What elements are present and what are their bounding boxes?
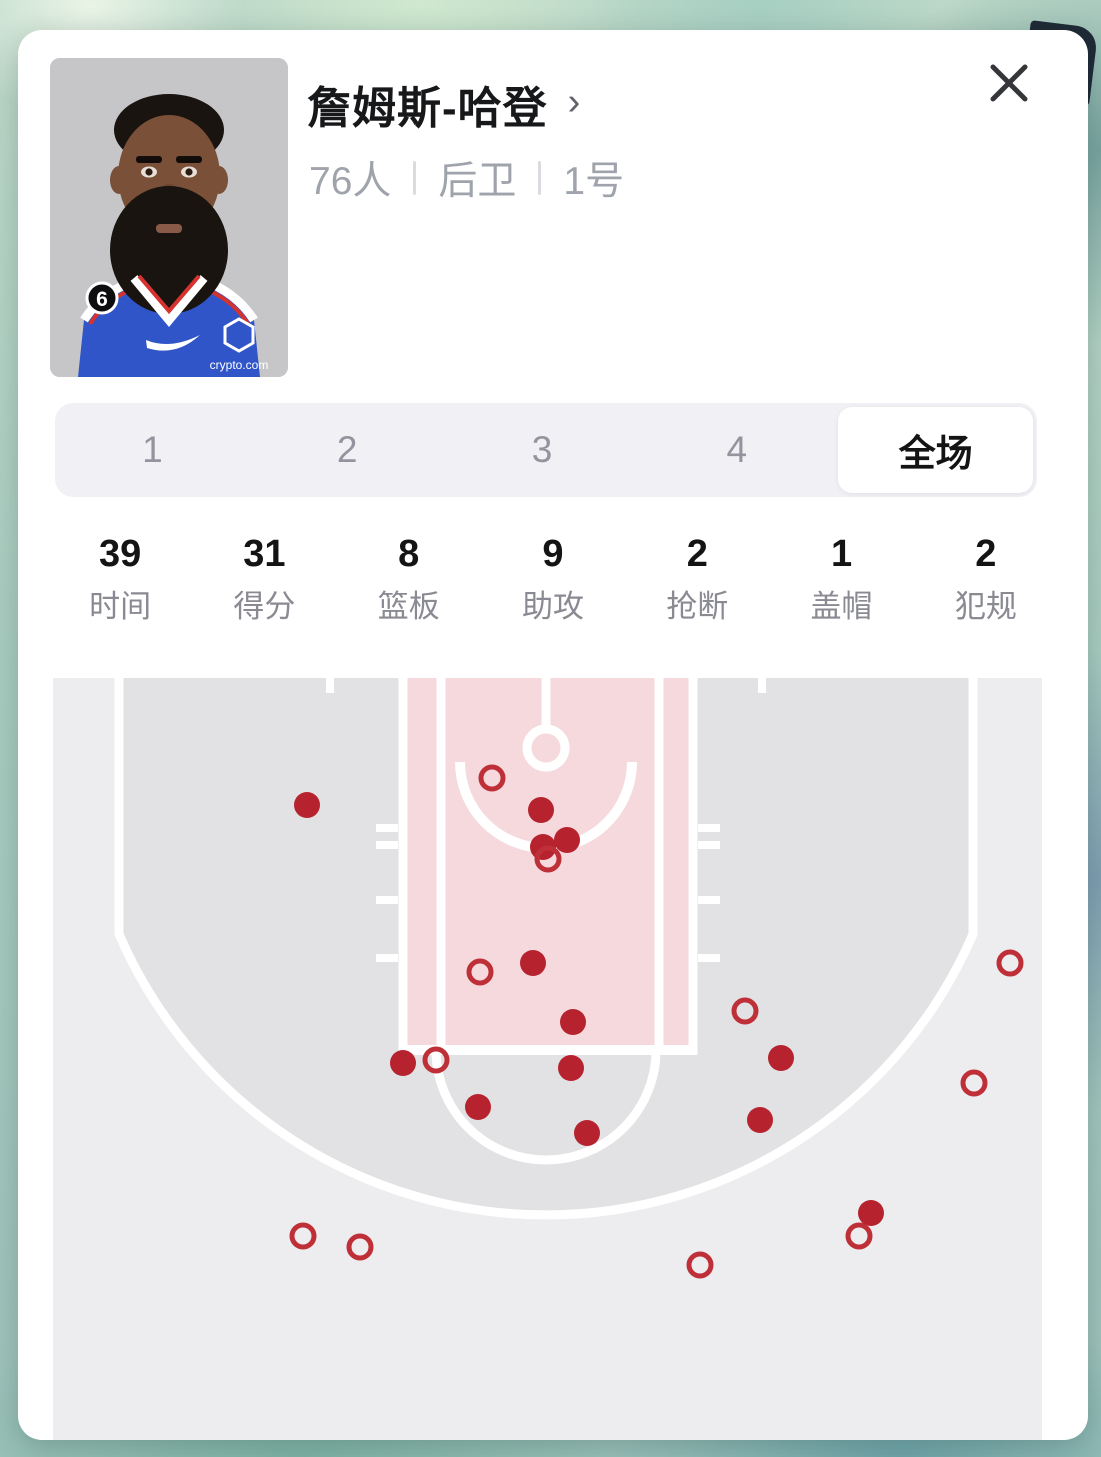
- stat-value: 2: [975, 533, 997, 575]
- lane-hash-marks: [376, 824, 720, 962]
- stat-item: 9 助攻: [481, 535, 625, 622]
- free-throw-circle: [431, 1049, 661, 1165]
- stat-item: 8 篮板: [337, 535, 481, 622]
- lane-lines: [398, 678, 698, 1054]
- stat-label: 犯规: [954, 589, 1017, 624]
- tab-q4[interactable]: 4: [726, 429, 748, 470]
- divider: [538, 161, 542, 195]
- stat-value: 31: [243, 533, 286, 575]
- stat-label: 得分: [233, 589, 296, 624]
- made-shot-marker: [554, 827, 580, 853]
- made-shot-marker: [858, 1200, 884, 1226]
- shot-chart: [18, 678, 1088, 1440]
- missed-shot-marker: [478, 764, 506, 792]
- made-shot-marker: [528, 797, 554, 823]
- missed-shot-marker: [422, 1046, 450, 1074]
- stat-item: 2 抢断: [625, 535, 769, 622]
- halfcourt-graphic: [53, 678, 1042, 1440]
- made-shot-marker: [294, 792, 320, 818]
- stat-value: 8: [398, 533, 420, 575]
- stat-item: 1 盖帽: [769, 535, 913, 622]
- player-info-row: 76人 后卫 1号: [309, 150, 624, 206]
- stat-label: 盖帽: [810, 589, 873, 624]
- tab-q2[interactable]: 2: [336, 429, 358, 470]
- baseline-ticks: [326, 678, 766, 693]
- tab-full-game[interactable]: 全场: [838, 407, 1033, 493]
- missed-shot-marker: [289, 1222, 317, 1250]
- made-shot-marker: [520, 950, 546, 976]
- stat-value: 39: [99, 533, 142, 575]
- stat-item: 2 犯规: [914, 535, 1058, 622]
- missed-shot-marker: [346, 1233, 374, 1261]
- player-card: 6 crypto.com 詹姆斯-哈登 › 76人 后卫 1号 1 2 3 4 全场 3…: [18, 30, 1088, 1440]
- tab-q1[interactable]: 1: [142, 429, 163, 470]
- missed-shot-marker: [845, 1222, 873, 1250]
- made-shot-marker: [747, 1107, 773, 1133]
- stat-item: 39 时间: [48, 535, 192, 622]
- made-shot-marker: [768, 1045, 794, 1071]
- sponsor-text: crypto.com: [210, 358, 269, 372]
- stat-value: 2: [686, 533, 708, 575]
- swoosh-icon: [146, 335, 200, 351]
- quarter-tab-bar: 1 2 3 4 全场: [55, 403, 1037, 497]
- missed-shot-marker: [996, 949, 1024, 977]
- stats-row: 39 时间 31 得分 8 篮板 9 助攻 2 抢断 1 盖帽 2 犯规: [48, 535, 1058, 622]
- missed-shot-marker: [686, 1251, 714, 1279]
- stat-value: 9: [542, 533, 564, 575]
- shot-markers-layer: [289, 764, 1024, 1279]
- stat-label: 助攻: [521, 589, 584, 624]
- stat-item: 31 得分: [192, 535, 336, 622]
- divider: [413, 161, 417, 195]
- missed-shot-marker: [534, 845, 562, 873]
- missed-shot-marker: [466, 958, 494, 986]
- beard: [110, 186, 228, 314]
- stat-value: 1: [830, 533, 853, 575]
- made-shot-marker: [465, 1094, 491, 1120]
- missed-shot-marker: [731, 997, 759, 1025]
- player-name: 詹姆斯-哈登: [307, 84, 548, 133]
- sponsor-logo-icon: [223, 317, 255, 353]
- close-button[interactable]: [978, 52, 1040, 114]
- paint-area: [399, 678, 697, 1050]
- made-shot-marker: [558, 1055, 584, 1081]
- missed-shot-marker: [960, 1069, 988, 1097]
- team-name: 76人: [309, 160, 392, 203]
- made-shot-marker: [560, 1009, 586, 1035]
- three-point-line: [114, 678, 978, 1220]
- player-portrait-graphic: 6 crypto.com: [50, 58, 288, 377]
- stat-label: 篮板: [377, 589, 440, 624]
- number-badge: [85, 281, 119, 315]
- close-icon: [990, 64, 1028, 102]
- chevron-right-icon: ›: [567, 80, 581, 123]
- tab-q3[interactable]: 3: [531, 429, 553, 470]
- player-photo[interactable]: 6 crypto.com: [50, 58, 288, 377]
- stat-label: 抢断: [666, 589, 729, 624]
- stat-label: 时间: [89, 589, 152, 624]
- badge-number: 6: [96, 288, 108, 311]
- jersey-number: 1号: [563, 160, 625, 203]
- position: 后卫: [438, 160, 517, 203]
- made-shot-marker: [574, 1120, 600, 1146]
- player-name-row[interactable]: 詹姆斯-哈登 ›: [307, 72, 580, 136]
- rim-circle: [522, 724, 570, 772]
- made-shot-marker: [390, 1050, 416, 1076]
